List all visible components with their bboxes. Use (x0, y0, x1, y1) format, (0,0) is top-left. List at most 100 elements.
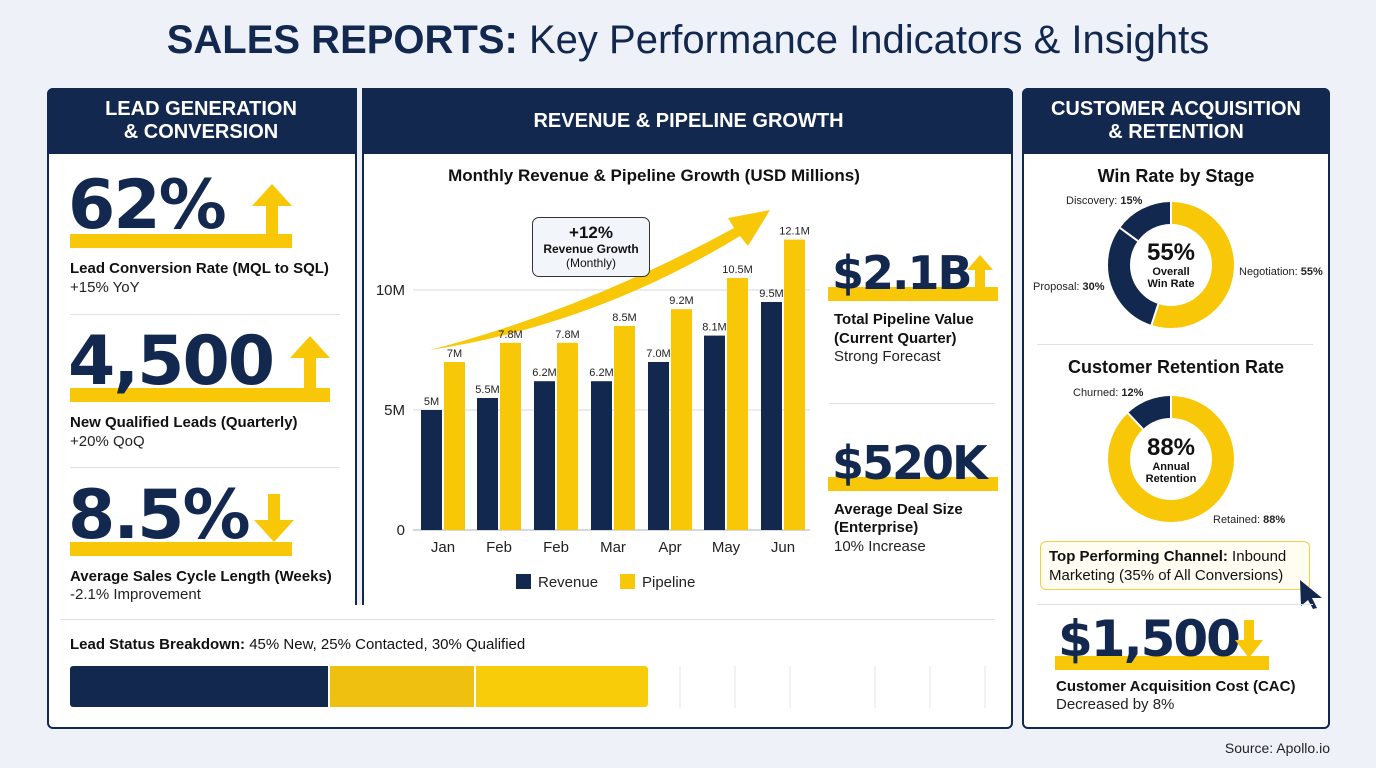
bar-data-label: 10.5M (722, 264, 753, 276)
kpi-label: Lead Conversion Rate (MQL to SQL) (70, 260, 329, 277)
bar-pipeline (500, 342, 521, 530)
kpi-value: $2.1B (832, 246, 973, 300)
slice-name: Discovery (1066, 195, 1115, 207)
kpi-sub: 10% Increase (834, 538, 926, 555)
win-rate-center: 55% Overall Win Rate (1121, 240, 1221, 291)
kpi-label: New Qualified Leads (Quarterly) (70, 414, 298, 431)
lead-status-bar (70, 666, 648, 707)
arrow-up-icon (967, 255, 993, 293)
legend-swatch (620, 574, 635, 589)
y-tick-label: 5M (384, 402, 405, 419)
header-line: & RETENTION (1108, 121, 1244, 143)
slice-value: 88% (1263, 514, 1286, 526)
bar-data-label: 8.1M (702, 322, 726, 334)
x-tick-label: Mar (600, 539, 626, 556)
divider (1037, 344, 1313, 345)
legend-label: Revenue (538, 574, 598, 591)
bar-data-label: 7M (447, 348, 462, 360)
slice-proposal (1108, 202, 1234, 328)
top-channel-callout: Top Performing Channel: Inbound Marketin… (1040, 541, 1310, 590)
customer-panel-header: CUSTOMER ACQUISITION & RETENTION (1022, 88, 1330, 154)
bar-revenue (761, 302, 782, 530)
bar-data-label: 7.8M (555, 329, 579, 341)
growth-callout: +12% Revenue Growth (Monthly) (532, 217, 650, 277)
kpi-label: Average Sales Cycle Length (Weeks) (70, 568, 332, 585)
bar-revenue (477, 398, 498, 530)
divider (829, 403, 995, 404)
slice-separator (1127, 412, 1144, 430)
bar-data-label: 8.5M (612, 312, 636, 324)
source-note: Source: Apollo.io (1224, 740, 1330, 756)
status-bar-gridlines (679, 666, 986, 708)
kpi-underline (70, 388, 330, 402)
lead-status-title: Lead Status Breakdown: (70, 636, 246, 653)
callout-sub: (Monthly) (565, 256, 616, 270)
slice-label-discovery: Discovery: 15% (1066, 195, 1143, 207)
arrow-down-icon (254, 494, 294, 542)
retention-center: 88% Annual Retention (1121, 434, 1221, 486)
lead-panel-header: LEAD GENERATION & CONVERSION (47, 88, 355, 154)
cursor-icon (1300, 580, 1322, 609)
bar-pipeline (671, 309, 692, 530)
bar-pipeline (727, 278, 748, 530)
center-label: Annual (1152, 461, 1190, 473)
kpi-value: 4,500 (68, 322, 275, 401)
bar-revenue (591, 381, 612, 530)
bar-data-label: 6.2M (589, 367, 613, 379)
kpi-label: Customer Acquisition Cost (CAC) (1056, 678, 1296, 695)
legend-swatch (516, 574, 531, 589)
bar-revenue (421, 410, 442, 530)
x-tick-label: Feb (543, 539, 569, 556)
title-rest: Key Performance Indicators & Insights (517, 18, 1210, 62)
callout-text: Inbound (1227, 548, 1287, 565)
slice-label-proposal: Proposal: 30% (1033, 281, 1105, 293)
kpi-label: Total Pipeline Value (834, 311, 974, 328)
kpi-label: (Enterprise) (834, 519, 919, 536)
kpi-label: Average Deal Size (834, 501, 963, 518)
divider (60, 619, 995, 620)
slice-value: 55% (1300, 266, 1323, 278)
slice-label-negotiation: Negotiation: 55% (1239, 266, 1323, 278)
divider (70, 467, 340, 468)
center-value: 88% (1146, 434, 1196, 461)
panel-divider (355, 88, 364, 605)
growth-trend-arrow (430, 210, 770, 350)
status-segment-contacted (330, 666, 474, 707)
bar-pipeline (614, 326, 635, 530)
x-tick-label: Apr (658, 539, 681, 556)
arrow-up-icon (290, 336, 330, 392)
divider (1037, 604, 1313, 605)
lead-status-label: Lead Status Breakdown: 45% New, 25% Cont… (70, 636, 525, 653)
bar-pipeline (557, 342, 578, 530)
bar-data-label: 5M (424, 396, 439, 408)
divider (70, 314, 340, 315)
callout-label: Revenue Growth (543, 242, 639, 256)
callout-text: Marketing (35% of All Conversions) (1049, 567, 1284, 584)
kpi-underline (828, 287, 998, 301)
center-label: Win Rate (1147, 278, 1195, 290)
y-tick-label: 10M (376, 282, 405, 299)
header-line: CUSTOMER ACQUISITION (1050, 98, 1301, 120)
bar-data-label: 7.0M (646, 348, 670, 360)
bar-pipeline (784, 239, 805, 530)
chart-title: Monthly Revenue & Pipeline Growth (USD M… (448, 166, 860, 185)
bar-revenue (704, 335, 725, 530)
callout-title: Top Performing Channel: (1049, 548, 1228, 565)
page-title: SALES REPORTS: Key Performance Indicator… (0, 18, 1376, 63)
kpi-label: (Current Quarter) (834, 330, 957, 347)
bar-data-label: 5.5M (475, 384, 499, 396)
kpi-underline (70, 234, 292, 248)
kpi-value: 8.5% (68, 476, 251, 555)
slice-name: Retained (1213, 514, 1258, 526)
slice-value: 30% (1082, 281, 1105, 293)
retention-title: Customer Retention Rate (1067, 357, 1285, 377)
bar-data-label: 9.2M (669, 295, 693, 307)
bar-data-label: 7.8M (498, 329, 522, 341)
bar-revenue (648, 362, 669, 530)
slice-value: 12% (1121, 387, 1144, 399)
slice-name: Negotiation (1239, 266, 1295, 278)
revenue-panel-header: REVENUE & PIPELINE GROWTH (364, 88, 1013, 154)
x-tick-label: May (712, 539, 741, 556)
slice-name: Proposal (1033, 281, 1077, 293)
slice-separator (1119, 227, 1139, 242)
